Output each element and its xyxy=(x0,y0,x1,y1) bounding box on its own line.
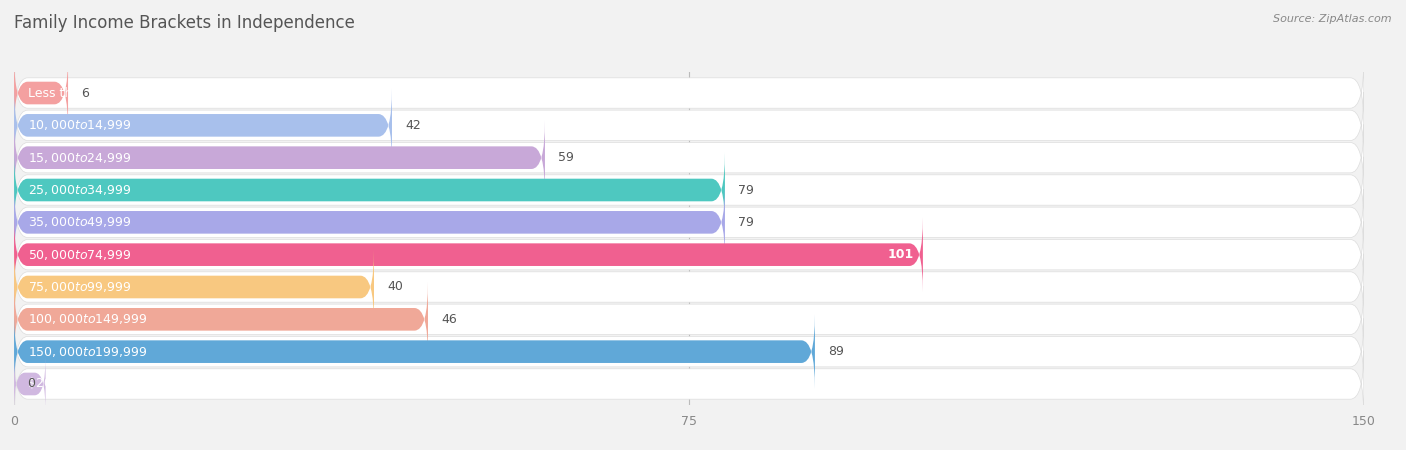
Text: 46: 46 xyxy=(441,313,457,326)
Text: 89: 89 xyxy=(828,345,844,358)
Text: $15,000 to $24,999: $15,000 to $24,999 xyxy=(28,151,131,165)
Text: $10,000 to $14,999: $10,000 to $14,999 xyxy=(28,118,131,132)
Text: Less than $10,000: Less than $10,000 xyxy=(28,86,143,99)
Text: $50,000 to $74,999: $50,000 to $74,999 xyxy=(28,248,131,261)
Text: $35,000 to $49,999: $35,000 to $49,999 xyxy=(28,216,131,230)
Text: $75,000 to $99,999: $75,000 to $99,999 xyxy=(28,280,131,294)
Text: 101: 101 xyxy=(887,248,914,261)
Text: 42: 42 xyxy=(405,119,422,132)
FancyBboxPatch shape xyxy=(14,153,725,227)
Text: $200,000+: $200,000+ xyxy=(28,378,98,391)
Text: 79: 79 xyxy=(738,184,754,197)
FancyBboxPatch shape xyxy=(14,185,725,260)
FancyBboxPatch shape xyxy=(14,56,67,130)
Text: Source: ZipAtlas.com: Source: ZipAtlas.com xyxy=(1274,14,1392,23)
Text: 79: 79 xyxy=(738,216,754,229)
Text: 40: 40 xyxy=(388,280,404,293)
Text: $150,000 to $199,999: $150,000 to $199,999 xyxy=(28,345,148,359)
FancyBboxPatch shape xyxy=(14,250,374,324)
FancyBboxPatch shape xyxy=(14,351,1364,417)
FancyBboxPatch shape xyxy=(14,92,1364,159)
FancyBboxPatch shape xyxy=(14,318,1364,385)
FancyBboxPatch shape xyxy=(14,286,1364,353)
FancyBboxPatch shape xyxy=(14,189,1364,256)
FancyBboxPatch shape xyxy=(14,88,392,162)
Text: $25,000 to $34,999: $25,000 to $34,999 xyxy=(28,183,131,197)
Text: 59: 59 xyxy=(558,151,574,164)
FancyBboxPatch shape xyxy=(14,254,1364,320)
FancyBboxPatch shape xyxy=(14,121,546,195)
Text: Family Income Brackets in Independence: Family Income Brackets in Independence xyxy=(14,14,354,32)
FancyBboxPatch shape xyxy=(14,315,815,389)
FancyBboxPatch shape xyxy=(14,356,45,411)
FancyBboxPatch shape xyxy=(14,221,1364,288)
FancyBboxPatch shape xyxy=(14,282,427,356)
FancyBboxPatch shape xyxy=(14,157,1364,223)
Text: 0: 0 xyxy=(28,378,35,391)
FancyBboxPatch shape xyxy=(14,124,1364,191)
FancyBboxPatch shape xyxy=(14,60,1364,126)
FancyBboxPatch shape xyxy=(14,217,922,292)
Text: $100,000 to $149,999: $100,000 to $149,999 xyxy=(28,312,148,326)
Text: 6: 6 xyxy=(82,86,90,99)
